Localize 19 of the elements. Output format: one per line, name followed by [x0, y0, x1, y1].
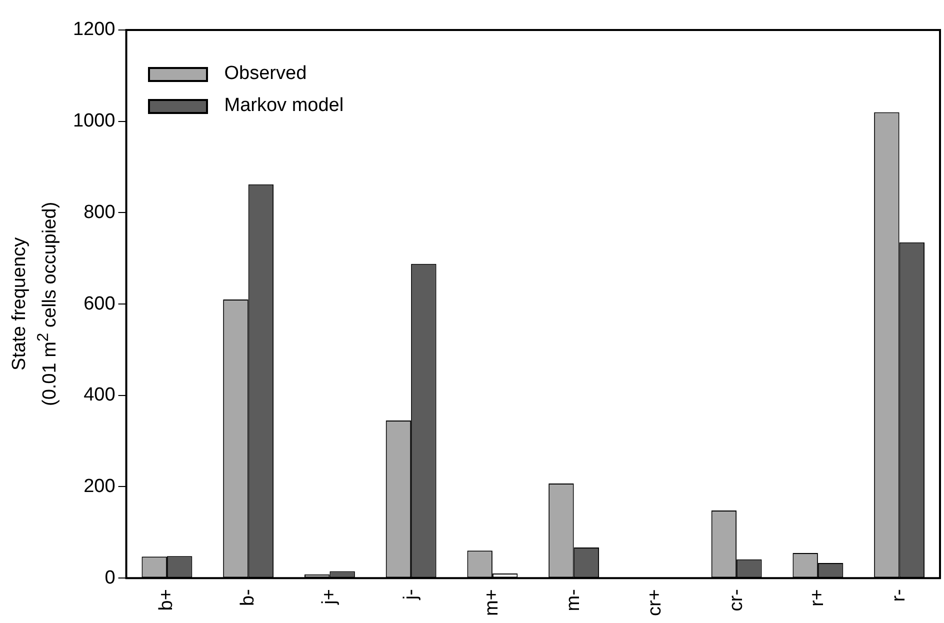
x-tick-label: r-: [888, 589, 910, 602]
x-tick-label: b+: [156, 589, 178, 611]
x-tick-label: cr+: [644, 589, 666, 616]
legend-label: Markov model: [224, 95, 344, 117]
x-tick-label: m-: [563, 589, 584, 612]
x-tick-label: j+: [318, 589, 340, 606]
x-tick-label: m+: [482, 589, 503, 616]
y-tick-label: 800: [84, 202, 116, 223]
y-tick-label: 200: [84, 476, 116, 497]
x-tick-label: r+: [807, 589, 828, 607]
x-tick-label: cr-: [726, 589, 747, 612]
x-tick-label: b-: [238, 589, 259, 606]
y-tick-label: 1000: [72, 110, 116, 132]
y-tick-label: 1200: [72, 19, 116, 40]
legend-label: Observed: [224, 63, 307, 85]
y-tick-label: 600: [84, 293, 116, 314]
y-tick-label: 400: [84, 384, 116, 406]
y-tick-label: 0: [104, 567, 116, 588]
x-tick-label: j-: [400, 589, 422, 601]
